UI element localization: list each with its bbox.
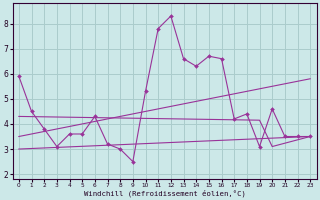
- X-axis label: Windchill (Refroidissement éolien,°C): Windchill (Refroidissement éolien,°C): [84, 189, 245, 197]
